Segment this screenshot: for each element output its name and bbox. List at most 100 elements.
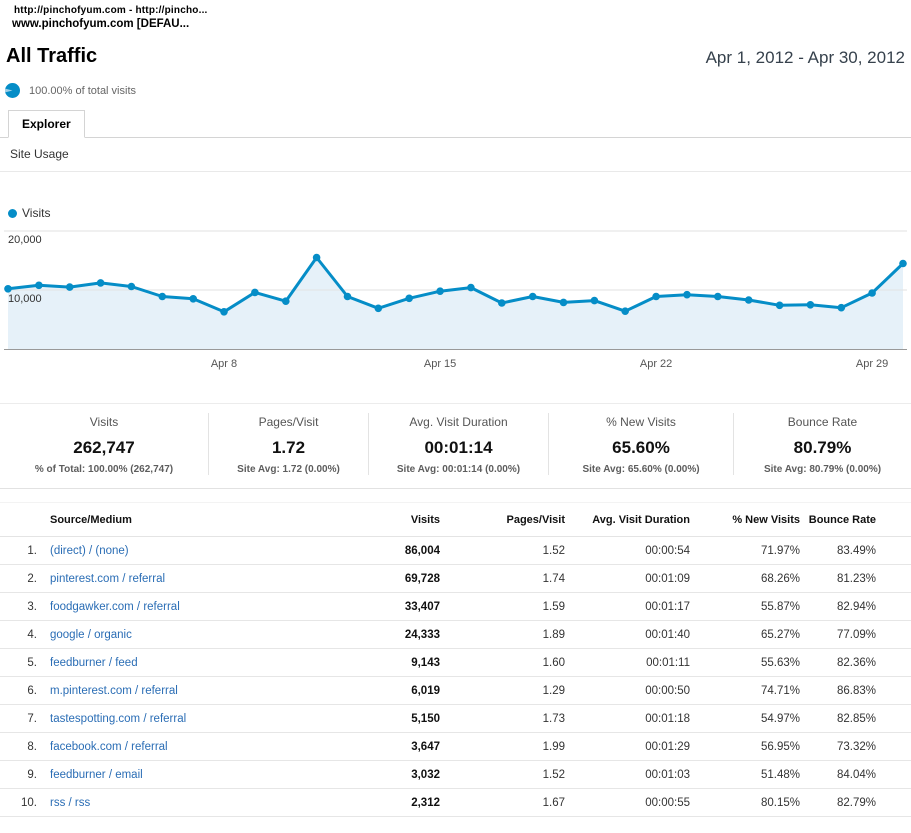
- data-point-apr-20[interactable]: [590, 296, 599, 305]
- data-point-apr-22[interactable]: [652, 292, 660, 301]
- data-point-apr-14[interactable]: [405, 294, 414, 303]
- bounce-rate-value-cell: 82.94%: [800, 592, 911, 621]
- source-medium-link[interactable]: m.pinterest.com / referral: [50, 685, 178, 697]
- bounce-rate-value-cell: 82.85%: [800, 704, 911, 733]
- data-point-apr-7[interactable]: [189, 295, 197, 303]
- metric-label: % New Visits: [606, 415, 676, 429]
- source-medium-link[interactable]: feedburner / email: [50, 769, 143, 781]
- metric-value: 262,747: [73, 438, 135, 457]
- data-point-apr-11[interactable]: [312, 253, 321, 262]
- data-point-apr-25[interactable]: [744, 296, 753, 304]
- metric-label: Avg. Visit Duration: [409, 415, 508, 429]
- data-point-apr-3[interactable]: [65, 283, 74, 291]
- avg-visit-duration-value-cell: 00:00:50: [565, 676, 690, 705]
- header-bounce-rate[interactable]: Bounce Rate: [800, 502, 911, 537]
- data-point-apr-12[interactable]: [343, 292, 352, 301]
- source-medium-link-cell: (direct) / (none): [44, 536, 330, 565]
- data-point-apr-19[interactable]: [559, 298, 568, 307]
- source-medium-link[interactable]: feedburner / feed: [50, 657, 138, 669]
- bounce-rate-value-cell: 73.32%: [800, 732, 911, 761]
- new-visits-value-cell: 55.87%: [690, 592, 800, 621]
- data-point-apr-1[interactable]: [4, 285, 12, 293]
- source-medium-link[interactable]: tastespotting.com / referral: [50, 713, 187, 725]
- data-point-apr-17[interactable]: [498, 299, 506, 307]
- header-new-visits[interactable]: % New Visits: [690, 502, 800, 537]
- metric-bounce-rate: Bounce Rate 80.79% Site Avg: 80.79% (0.0…: [733, 413, 911, 475]
- row-rank-cell: 5.: [0, 648, 44, 677]
- metrics-scorecard: Visits 262,747 % of Total: 100.00% (262,…: [0, 403, 911, 489]
- avg-visit-duration-value-cell: 00:01:17: [565, 592, 690, 621]
- header-source-medium[interactable]: Source/Medium: [44, 502, 330, 537]
- header-pages-per-visit[interactable]: Pages/Visit: [440, 502, 565, 537]
- new-visits-value-cell: 54.97%: [690, 704, 800, 733]
- source-medium-link[interactable]: rss / rss: [50, 797, 91, 809]
- visits-timeseries-chart[interactable]: 10,000 20,000 Apr 8 Apr 15 Apr 22 Apr 29: [0, 221, 911, 373]
- metric-value: 80.79%: [793, 438, 852, 457]
- avg-visit-duration-value-cell: 00:01:18: [565, 704, 690, 733]
- x-axis-label: Apr 22: [640, 358, 672, 370]
- data-point-apr-24[interactable]: [714, 292, 722, 301]
- subtab-site-usage[interactable]: Site Usage: [10, 147, 69, 161]
- data-point-apr-2[interactable]: [35, 281, 43, 290]
- visits-value-cell: 5,150: [330, 704, 440, 733]
- data-point-apr-23[interactable]: [683, 290, 691, 299]
- source-medium-link-cell: feedburner / email: [44, 760, 330, 789]
- row-rank-cell: 2.: [0, 564, 44, 593]
- table-row: 3. foodgawker.com / referral 33,407 1.59 00:…: [0, 592, 911, 621]
- bounce-rate-value-cell: 82.36%: [800, 648, 911, 677]
- data-point-apr-27[interactable]: [806, 301, 815, 309]
- date-range-selector[interactable]: Apr 1, 2012 - Apr 30, 2012: [705, 48, 905, 67]
- data-point-apr-15[interactable]: [436, 287, 444, 295]
- data-point-apr-18[interactable]: [528, 292, 537, 301]
- data-point-apr-26[interactable]: [775, 301, 784, 310]
- metric-label: Bounce Rate: [787, 415, 858, 429]
- segment-row: 100.00% of total visits: [5, 83, 911, 98]
- metric-subtext: Site Avg: 80.79% (0.00%): [763, 464, 882, 475]
- tab-explorer[interactable]: Explorer: [8, 110, 85, 138]
- metric-value: 1.72: [271, 438, 306, 457]
- source-medium-link[interactable]: pinterest.com / referral: [50, 573, 166, 585]
- data-point-apr-28[interactable]: [837, 303, 846, 312]
- source-medium-link[interactable]: facebook.com / referral: [50, 741, 168, 753]
- data-point-apr-4[interactable]: [96, 279, 105, 287]
- source-medium-link[interactable]: (direct) / (none): [50, 545, 129, 557]
- visits-value-cell: 9,143: [330, 648, 440, 677]
- header-rank: [0, 502, 44, 537]
- header-avg-visit-duration[interactable]: Avg. Visit Duration: [565, 502, 690, 537]
- new-visits-value-cell: 71.97%: [690, 536, 800, 565]
- page-title: All Traffic: [6, 45, 98, 67]
- metric-avg-visit-duration: Avg. Visit Duration 00:01:14 Site Avg: 0…: [368, 413, 548, 475]
- row-rank-cell: 7.: [0, 704, 44, 733]
- data-point-apr-5[interactable]: [127, 282, 136, 291]
- source-medium-link-cell: feedburner / feed: [44, 648, 330, 677]
- source-medium-link[interactable]: foodgawker.com / referral: [50, 601, 180, 613]
- source-medium-link[interactable]: google / organic: [50, 629, 132, 641]
- source-medium-link-cell: pinterest.com / referral: [44, 564, 330, 593]
- data-point-apr-6[interactable]: [158, 292, 167, 301]
- row-rank-cell: 1.: [0, 536, 44, 565]
- data-point-apr-13[interactable]: [374, 304, 383, 313]
- visits-value-cell: 3,647: [330, 732, 440, 761]
- data-point-apr-30[interactable]: [899, 259, 907, 268]
- source-medium-table: Source/Medium Visits Pages/Visit Avg. Vi…: [0, 502, 911, 817]
- data-point-apr-10[interactable]: [282, 297, 290, 305]
- row-rank-cell: 3.: [0, 592, 44, 621]
- metric-pages-per-visit: Pages/Visit 1.72 Site Avg: 1.72 (0.00%): [208, 413, 368, 475]
- visits-value-cell: 2,312: [330, 788, 440, 817]
- data-point-apr-21[interactable]: [621, 307, 629, 315]
- chart-section: Visits 10,000 20,000 Apr 8 Apr 15 Apr 22 Apr …: [0, 206, 911, 378]
- header-visits[interactable]: Visits: [330, 502, 440, 537]
- data-point-apr-9[interactable]: [251, 288, 259, 297]
- data-point-apr-29[interactable]: [868, 289, 876, 297]
- legend-visits-dot-icon: [8, 208, 17, 218]
- new-visits-value-cell: 65.27%: [690, 620, 800, 649]
- pages-per-visit-value-cell: 1.29: [440, 676, 565, 705]
- data-point-apr-16[interactable]: [467, 283, 475, 292]
- table-row: 4. google / organic 24,333 1.89 00:01:40 65.2…: [0, 620, 911, 649]
- row-rank-cell: 9.: [0, 760, 44, 789]
- row-rank-cell: 10.: [0, 788, 44, 817]
- table-row: 5. feedburner / feed 9,143 1.60 00:01:11 55.6…: [0, 648, 911, 677]
- data-point-apr-8[interactable]: [220, 308, 228, 316]
- metric-subtext: Site Avg: 65.60% (0.00%): [582, 464, 700, 475]
- pages-per-visit-value-cell: 1.52: [440, 760, 565, 789]
